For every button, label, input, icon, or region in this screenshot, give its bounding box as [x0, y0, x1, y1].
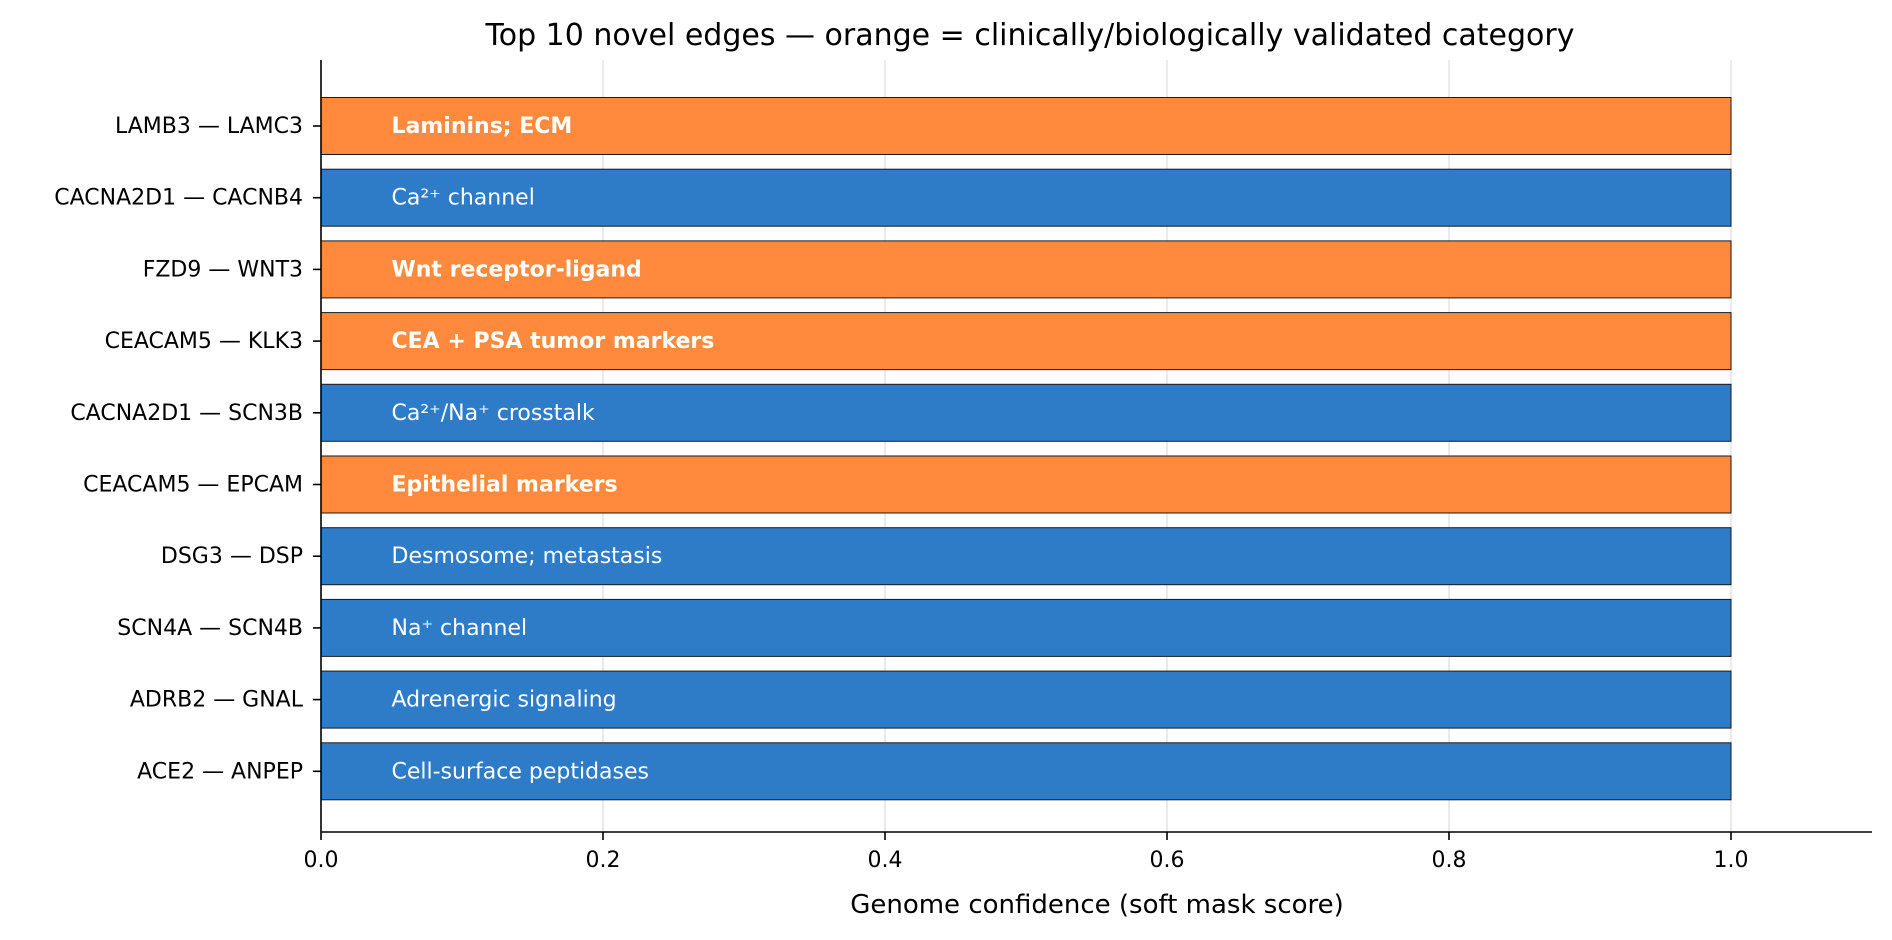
bar-annotation: Epithelial markers — [392, 473, 618, 498]
bar — [320, 383, 1732, 442]
chart-title: Top 10 novel edges — orange = clinically… — [485, 18, 1575, 53]
x-tick-label: 0.0 — [304, 848, 339, 873]
y-tick-label: FZD9 — WNT3 — [143, 257, 303, 282]
y-tick-label: ADRB2 — GNAL — [130, 688, 304, 713]
bar — [320, 312, 1732, 371]
bar-annotation: Ca²⁺ channel — [392, 186, 535, 211]
bar — [320, 240, 1732, 299]
y-tick-label: CEACAM5 — EPCAM — [83, 473, 303, 498]
y-tick-label: CEACAM5 — KLK3 — [105, 329, 303, 354]
bar — [320, 742, 1732, 801]
bar-annotation: Na⁺ channel — [392, 616, 528, 641]
bar — [320, 455, 1732, 514]
y-tick-label: DSG3 — DSP — [161, 544, 303, 569]
bar — [320, 97, 1732, 155]
bar — [320, 527, 1732, 586]
y-tick-label: CACNA2D1 — SCN3B — [70, 401, 303, 426]
bar — [320, 598, 1732, 657]
bar-annotation: CEA + PSA tumor markers — [392, 329, 715, 354]
bar-annotation: Laminins; ECM — [392, 114, 573, 139]
x-tick-label: 0.4 — [868, 848, 903, 873]
bar-annotation: Adrenergic signaling — [392, 688, 617, 713]
bar-annotation: Ca²⁺/Na⁺ crosstalk — [392, 401, 595, 426]
y-tick-label: ACE2 — ANPEP — [137, 759, 303, 784]
bar — [320, 670, 1732, 729]
x-axis-label: Genome confidence (soft mask score) — [850, 890, 1344, 920]
bars — [320, 97, 1732, 801]
y-tick-label: LAMB3 — LAMC3 — [115, 114, 303, 139]
x-tick-labels: 0.0 0.2 0.4 0.6 0.8 1.0 — [304, 832, 1749, 873]
bar-annotation: Cell-surface peptidases — [392, 759, 649, 784]
x-tick-label: 1.0 — [1714, 848, 1749, 873]
y-tick-label: CACNA2D1 — CACNB4 — [54, 186, 303, 211]
bar-annotation: Wnt receptor-ligand — [392, 257, 642, 282]
y-tick-label: SCN4A — SCN4B — [117, 616, 303, 641]
y-tick-labels: LAMB3 — LAMC3 CACNA2D1 — CACNB4 FZD9 — WNT… — [54, 114, 321, 784]
x-tick-label: 0.2 — [586, 848, 621, 873]
x-tick-label: 0.6 — [1150, 848, 1185, 873]
bar-annotation: Desmosome; metastasis — [392, 544, 663, 569]
bar-annotations: Laminins; ECM Ca²⁺ channel Wnt receptor-li… — [392, 114, 715, 784]
x-tick-label: 0.8 — [1432, 848, 1467, 873]
